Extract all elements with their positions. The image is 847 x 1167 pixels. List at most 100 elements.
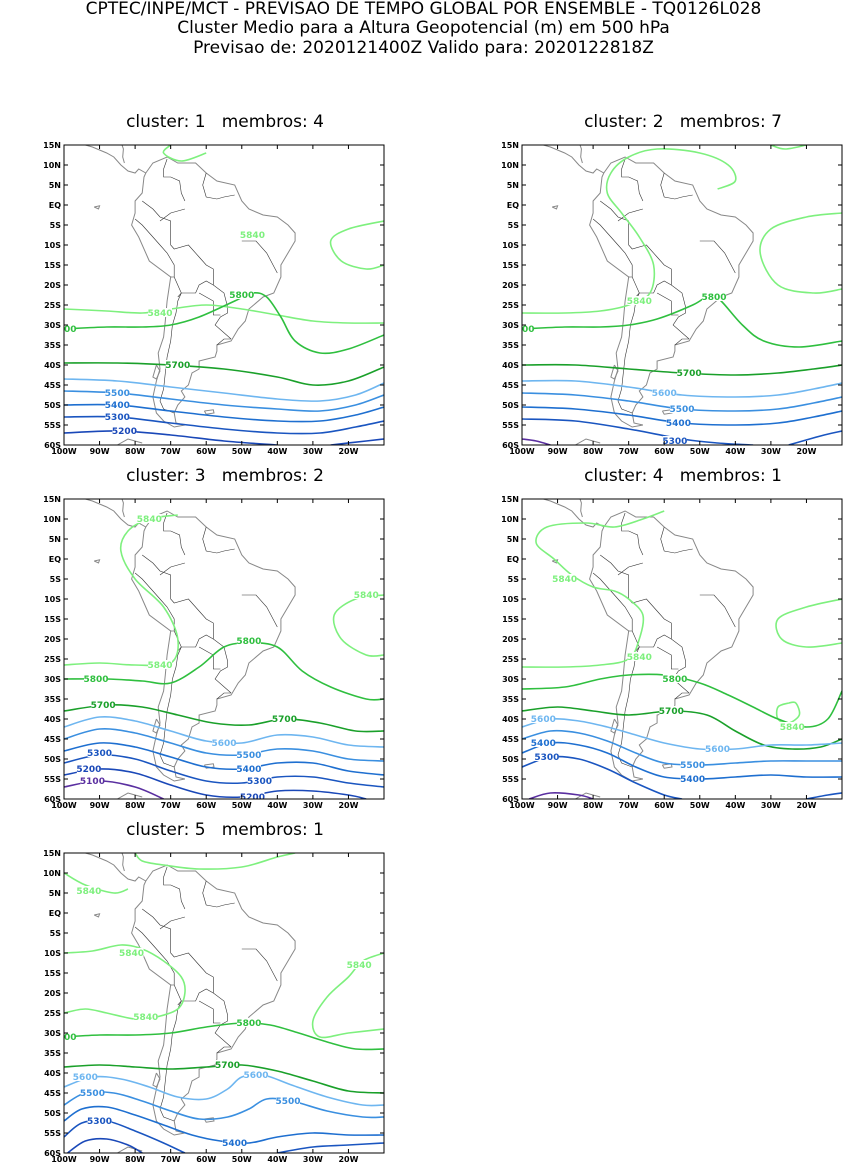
cluster-panel-1: cluster: 1 membros: 4 5840 5840 5800 5800 57… — [30, 113, 420, 456]
country-border — [159, 916, 185, 930]
country-border — [617, 208, 643, 222]
south-america-coastline — [131, 510, 296, 782]
contour-label-5800: 5800 — [662, 675, 687, 685]
country-border — [660, 172, 693, 200]
cluster-panel-4: cluster: 4 membros: 1 5840 5840 5840 5800 57… — [488, 467, 847, 810]
contour-label-5840: 5840 — [147, 661, 172, 671]
contour-label-bg — [105, 400, 130, 409]
lon-tick-label: 40W — [267, 447, 287, 456]
lon-tick-label: 100W — [51, 1155, 77, 1164]
contour-label-bg — [677, 368, 702, 377]
contour-line-5100 — [522, 438, 551, 445]
lon-tick-label: 90W — [90, 1155, 110, 1164]
central-america-coastline — [541, 145, 605, 174]
country-border — [617, 562, 643, 576]
contour-line-5500 — [64, 1090, 384, 1121]
lon-tick-label: 30W — [761, 447, 781, 456]
contour-label-5600: 5600 — [211, 739, 236, 749]
country-border — [674, 338, 690, 346]
contour-label-5200: 5200 — [112, 427, 137, 437]
lon-tick-label: 70W — [161, 1155, 181, 1164]
lat-tick-label: 15S — [502, 615, 519, 624]
contour-label-bg — [354, 590, 379, 599]
lon-tick-label: 20W — [338, 801, 358, 810]
country-border — [198, 646, 221, 670]
contour-label-bg — [276, 1096, 300, 1105]
contour-label-bg — [87, 748, 112, 757]
contour-label-bg — [76, 764, 101, 773]
contour-line-5200 — [67, 1137, 143, 1153]
south-america-coastline — [589, 156, 754, 428]
contour-label-bg — [137, 514, 162, 523]
contour-label-5700: 5700 — [215, 1061, 240, 1071]
lon-tick-label: 70W — [619, 801, 639, 810]
contour-label-bg — [64, 324, 76, 333]
country-border — [592, 218, 633, 278]
lon-tick-label: 30W — [761, 801, 781, 810]
country-border — [699, 240, 736, 274]
contour-label-bg — [666, 418, 691, 427]
contour-label-5800: 5800 — [83, 675, 108, 685]
cluster-panel-5: cluster: 5 membros: 1 5840 5840 5840 5840 58… — [30, 821, 420, 1164]
lon-tick-label: 90W — [548, 801, 568, 810]
contour-label-5400: 5400 — [680, 775, 705, 785]
contour-line-5600 — [522, 717, 842, 751]
map-frame — [63, 498, 385, 800]
contour-label-bg — [91, 700, 116, 709]
contour-line-5840 — [759, 212, 842, 294]
lat-tick-label: 10N — [501, 515, 519, 524]
country-border — [241, 240, 278, 274]
contour-label-5840: 5840 — [780, 723, 805, 733]
contour-label-bg — [215, 1060, 240, 1069]
lon-tick-label: 80W — [583, 801, 603, 810]
lat-tick-label: 10S — [44, 949, 61, 958]
contour-label-5840: 5840 — [240, 231, 265, 241]
lat-tick-label: 10N — [43, 161, 61, 170]
lon-tick-label: 70W — [161, 447, 181, 456]
lon-tick-label: 60W — [196, 1155, 216, 1164]
central-america-coastline — [83, 853, 147, 882]
contour-line-5300 — [64, 1119, 186, 1153]
contour-line-5400 — [522, 741, 842, 780]
contour-label-5800: 5800 — [51, 325, 76, 335]
contour-label-bg — [105, 388, 130, 397]
lon-tick-label: 60W — [654, 447, 674, 456]
contour-label-5500: 5500 — [669, 405, 694, 415]
lat-tick-label: 5S — [50, 221, 62, 230]
contour-label-bg — [236, 764, 261, 773]
country-border — [660, 526, 693, 554]
contour-line-5100 — [64, 780, 164, 799]
lat-tick-label: 40S — [44, 1069, 61, 1078]
country-border — [674, 692, 690, 700]
lat-tick-label: 25S — [502, 655, 519, 664]
lon-tick-label: 40W — [725, 801, 745, 810]
south-america-coastline — [131, 156, 296, 428]
lat-tick-label: 55S — [44, 421, 61, 430]
contour-label-5300: 5300 — [534, 753, 559, 763]
country-border — [600, 200, 690, 340]
map-frame — [63, 144, 385, 446]
lat-tick-label: 40S — [502, 361, 519, 370]
contour-label-bg — [531, 714, 556, 723]
contour-label-5100: 5100 — [80, 777, 105, 787]
contour-line-5500 — [522, 392, 842, 412]
lat-tick-label: 20S — [502, 635, 519, 644]
lat-tick-label: 15S — [502, 261, 519, 270]
country-border — [202, 526, 235, 554]
contour-label-bg — [272, 714, 297, 723]
contour-label-bg — [347, 960, 372, 969]
contour-line-5700 — [64, 703, 384, 733]
lat-tick-label: 40S — [502, 715, 519, 724]
lat-tick-label: 30S — [44, 321, 61, 330]
contour-label-5300: 5300 — [662, 437, 687, 447]
country-border — [159, 208, 185, 222]
country-border — [202, 172, 235, 200]
lat-tick-label: EQ — [507, 555, 519, 564]
lat-tick-label: 5N — [49, 535, 61, 544]
contour-label-5300: 5300 — [247, 777, 272, 787]
contour-label-bg — [165, 360, 190, 369]
lat-tick-label: 50S — [44, 1109, 61, 1118]
country-border — [177, 280, 214, 298]
